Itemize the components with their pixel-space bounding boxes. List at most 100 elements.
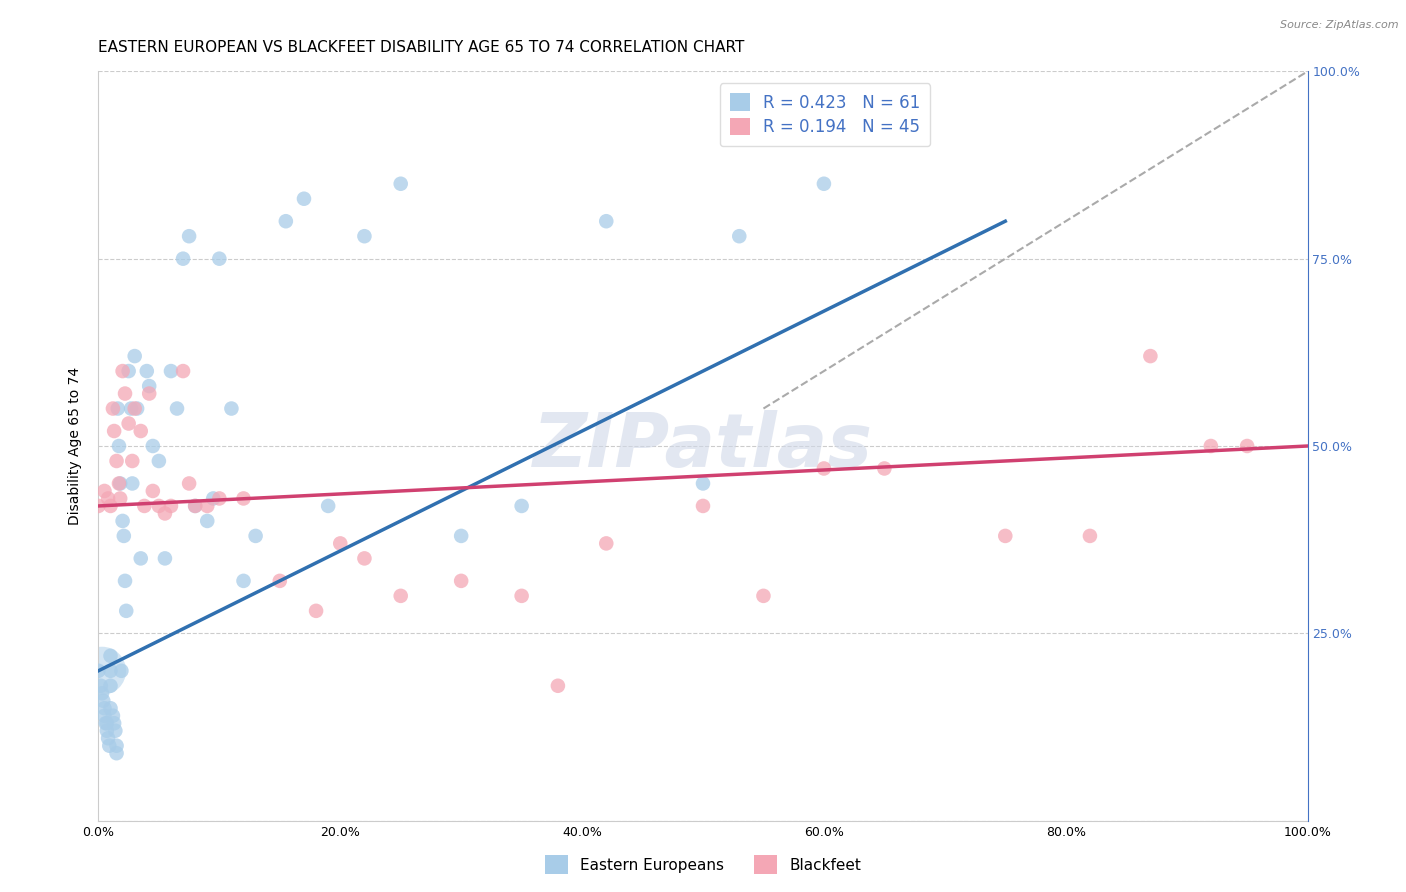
Point: [108, 491, 131, 506]
Point: [91, 686, 114, 700]
Point: [120, 401, 142, 416]
Point: [118, 364, 141, 378]
Point: [108, 476, 131, 491]
Point: [547, 679, 569, 693]
Point: [1078, 529, 1101, 543]
Point: [124, 349, 146, 363]
Point: [97, 731, 120, 746]
Point: [728, 229, 751, 244]
Point: [353, 229, 375, 244]
Point: [160, 364, 183, 378]
Point: [202, 491, 225, 506]
Point: [105, 746, 128, 760]
Legend: R = 0.423   N = 61, R = 0.194   N = 45: R = 0.423 N = 61, R = 0.194 N = 45: [720, 84, 931, 146]
Text: Source: ZipAtlas.com: Source: ZipAtlas.com: [1281, 20, 1399, 29]
Point: [107, 401, 129, 416]
Point: [329, 536, 352, 550]
Point: [110, 664, 132, 678]
Point: [195, 499, 218, 513]
Point: [353, 551, 375, 566]
Point: [184, 499, 207, 513]
Point: [172, 364, 194, 378]
Point: [232, 574, 254, 588]
Point: [160, 499, 183, 513]
Point: [389, 177, 412, 191]
Point: [91, 664, 114, 678]
Point: [292, 192, 315, 206]
Point: [135, 364, 157, 378]
Point: [87, 664, 110, 678]
Point: [873, 461, 896, 475]
Point: [232, 491, 254, 506]
Point: [450, 529, 472, 543]
Point: [93, 483, 115, 498]
Point: [179, 476, 201, 491]
Point: [595, 214, 617, 228]
Point: [184, 499, 207, 513]
Text: EASTERN EUROPEAN VS BLACKFEET DISABILITY AGE 65 TO 74 CORRELATION CHART: EASTERN EUROPEAN VS BLACKFEET DISABILITY…: [98, 40, 745, 55]
Point: [813, 177, 835, 191]
Point: [172, 252, 194, 266]
Point: [105, 454, 128, 468]
Point: [111, 514, 134, 528]
Point: [269, 574, 291, 588]
Point: [305, 604, 328, 618]
Point: [90, 679, 112, 693]
Point: [813, 461, 835, 475]
Point: [87, 499, 110, 513]
Y-axis label: Disability Age 65 to 74: Disability Age 65 to 74: [69, 367, 83, 525]
Point: [124, 401, 146, 416]
Point: [104, 723, 127, 738]
Point: [114, 574, 136, 588]
Point: [101, 708, 124, 723]
Point: [245, 529, 267, 543]
Point: [94, 716, 117, 731]
Point: [510, 499, 533, 513]
Point: [208, 252, 231, 266]
Point: [93, 708, 115, 723]
Point: [129, 424, 152, 438]
Point: [1236, 439, 1258, 453]
Point: [166, 401, 188, 416]
Point: [100, 648, 122, 663]
Point: [93, 701, 115, 715]
Point: [121, 454, 143, 468]
Point: [148, 454, 170, 468]
Point: [91, 694, 114, 708]
Point: [195, 514, 218, 528]
Point: [692, 476, 714, 491]
Point: [115, 604, 138, 618]
Point: [103, 424, 125, 438]
Point: [138, 386, 160, 401]
Point: [148, 499, 170, 513]
Point: [1199, 439, 1222, 453]
Point: [100, 679, 122, 693]
Point: [108, 439, 131, 453]
Legend: Eastern Europeans, Blackfeet: Eastern Europeans, Blackfeet: [538, 849, 868, 880]
Point: [389, 589, 412, 603]
Point: [100, 499, 122, 513]
Point: [114, 386, 136, 401]
Point: [96, 723, 118, 738]
Point: [450, 574, 472, 588]
Point: [208, 491, 231, 506]
Point: [108, 476, 131, 491]
Point: [121, 476, 143, 491]
Point: [316, 499, 339, 513]
Point: [103, 716, 125, 731]
Point: [129, 551, 152, 566]
Point: [994, 529, 1017, 543]
Point: [134, 499, 156, 513]
Point: [510, 589, 533, 603]
Point: [142, 439, 165, 453]
Point: [221, 401, 243, 416]
Point: [98, 739, 121, 753]
Point: [127, 401, 149, 416]
Point: [100, 664, 122, 678]
Point: [97, 491, 120, 506]
Point: [153, 551, 176, 566]
Text: ZIPatlas: ZIPatlas: [533, 409, 873, 483]
Point: [111, 364, 134, 378]
Point: [112, 529, 135, 543]
Point: [101, 401, 124, 416]
